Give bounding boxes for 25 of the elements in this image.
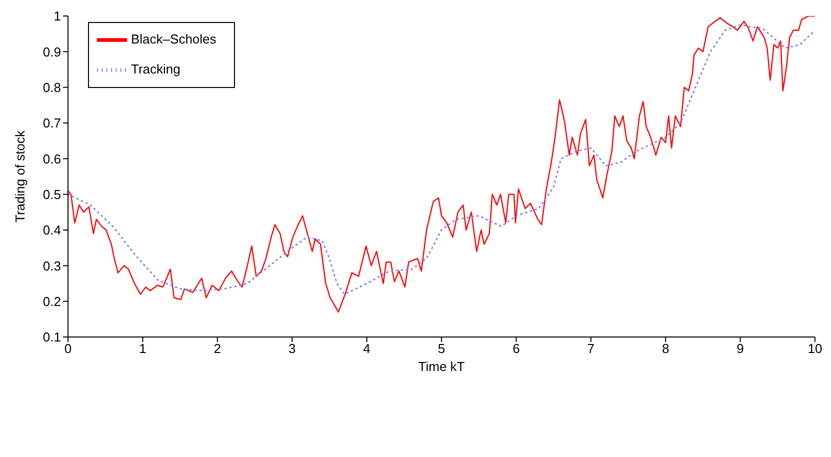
y-tick-label: 0.3 xyxy=(42,258,61,274)
y-tick-label: 0.2 xyxy=(42,294,61,309)
x-tick-label: 2 xyxy=(214,341,222,356)
legend-label: Black–Scholes xyxy=(131,31,216,46)
x-axis-title: Time kT xyxy=(418,359,465,374)
y-tick-label: 0.9 xyxy=(42,44,61,60)
y-tick-label: 1 xyxy=(54,8,61,24)
x-tick-label: 0 xyxy=(64,341,72,356)
x-tick-label: 7 xyxy=(587,341,595,356)
x-tick-label: 5 xyxy=(438,341,446,356)
x-tick-label: 4 xyxy=(363,341,370,356)
x-tick-label: 9 xyxy=(736,341,744,356)
y-tick-label: 0.1 xyxy=(42,330,61,345)
x-tick-label: 1 xyxy=(139,341,146,356)
x-tick-label: 10 xyxy=(808,341,822,356)
legend-label: Tracking xyxy=(131,61,180,76)
y-tick-label: 0.4 xyxy=(42,222,61,238)
x-tick-label: 6 xyxy=(512,341,520,356)
y-tick-label: 0.6 xyxy=(42,151,61,166)
x-tick-label: 8 xyxy=(662,341,670,356)
x-tick-label: 3 xyxy=(288,341,296,356)
y-tick-label: 0.7 xyxy=(42,116,61,131)
y-axis-title: Trading of stock xyxy=(12,130,28,223)
y-tick-label: 0.8 xyxy=(42,80,61,95)
y-tick-label: 0.5 xyxy=(42,186,61,202)
